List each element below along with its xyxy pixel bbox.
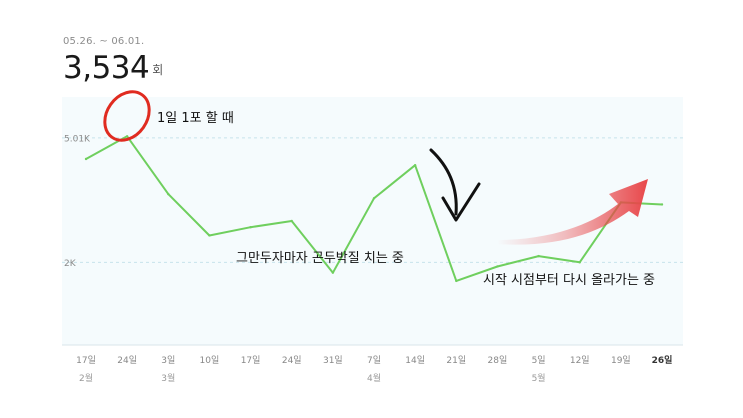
peak-note: 1일 1포 할 때: [157, 111, 234, 126]
x-tick-label: 17일: [76, 355, 96, 366]
date-range: 05.26. ~ 06.01.: [63, 36, 145, 47]
data-point: [208, 234, 211, 237]
y-axis-labels: 5.01K 2K: [64, 134, 91, 268]
x-tick-label: 17일: [241, 355, 261, 366]
x-tick-label: 19일: [611, 355, 631, 366]
total-unit: 회: [152, 63, 164, 77]
data-point: [290, 219, 293, 223]
series-line: [84, 135, 664, 283]
data-point: [167, 192, 170, 196]
data-point: [660, 203, 664, 206]
x-tick-label: 24일: [117, 355, 137, 366]
plot-area: [62, 97, 683, 345]
data-point: [84, 157, 88, 161]
y-tick-label: 5.01K: [64, 134, 91, 144]
data-point: [537, 254, 540, 258]
x-tick-label: 21일: [446, 355, 466, 366]
down-arrowhead-icon: [441, 182, 481, 222]
data-point: [249, 226, 252, 229]
x-month-label: 2월: [79, 372, 93, 384]
x-tick-label: 5일: [532, 355, 546, 366]
data-point: [331, 271, 335, 274]
x-month-label: 3월: [161, 372, 175, 384]
rise-note: 시작 시점부터 다시 올라가는 중: [483, 273, 655, 288]
rise-annotation: 시작 시점부터 다시 올라가는 중: [483, 179, 655, 288]
data-point: [413, 164, 417, 167]
data-point: [578, 261, 581, 264]
data-point: [372, 197, 376, 200]
peak-highlight-circle: [103, 90, 151, 142]
x-tick-label: 12일: [570, 355, 590, 366]
x-tick-label: 28일: [488, 355, 508, 366]
down-arrow-icon: [429, 148, 458, 216]
x-tick-label: 14일: [405, 355, 425, 366]
x-month-label: 5월: [532, 372, 546, 384]
x-tick-label: 31일: [323, 355, 343, 366]
total-count: 3,534 회: [63, 50, 163, 88]
data-point: [496, 265, 499, 268]
x-tick-label: 24일: [282, 355, 302, 366]
x-tick-label: 10일: [200, 355, 220, 366]
x-axis-labels: 17일 2월 24일 3일 3월 10일 17일 24일 31일 7일 4월 14일 21일 28일 5일 5…: [76, 354, 672, 384]
x-tick-label: 26일: [652, 354, 673, 366]
total-value: 3,534: [63, 50, 150, 86]
drop-annotation: 그만두자마자 곤두박질 치는 중: [236, 148, 481, 266]
y-tick-label: 2K: [64, 259, 77, 269]
x-tick-label: 3일: [161, 355, 175, 366]
data-point: [455, 279, 458, 283]
x-tick-label: 7일: [367, 355, 381, 366]
drop-note: 그만두자마자 곤두박질 치는 중: [236, 251, 404, 266]
up-arrow-icon: [497, 179, 648, 245]
x-month-label: 4월: [367, 372, 381, 384]
peak-annotation: 1일 1포 할 때: [103, 90, 234, 142]
data-point: [125, 135, 129, 138]
